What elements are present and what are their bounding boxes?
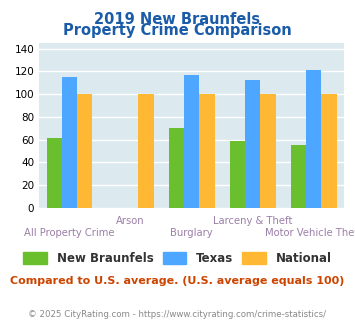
Text: Property Crime Comparison: Property Crime Comparison bbox=[63, 23, 292, 38]
Bar bbox=[138, 94, 153, 208]
Bar bbox=[322, 94, 337, 208]
Bar bbox=[62, 77, 77, 208]
Bar bbox=[200, 94, 214, 208]
Text: Burglary: Burglary bbox=[170, 228, 213, 238]
Text: Larceny & Theft: Larceny & Theft bbox=[213, 216, 293, 226]
Bar bbox=[230, 141, 245, 208]
Bar bbox=[184, 75, 200, 208]
Legend: New Braunfels, Texas, National: New Braunfels, Texas, National bbox=[19, 248, 336, 270]
Bar bbox=[261, 94, 275, 208]
Bar bbox=[47, 139, 62, 208]
Text: Motor Vehicle Theft: Motor Vehicle Theft bbox=[266, 228, 355, 238]
Text: © 2025 CityRating.com - https://www.cityrating.com/crime-statistics/: © 2025 CityRating.com - https://www.city… bbox=[28, 310, 327, 319]
Bar bbox=[291, 145, 306, 208]
Bar bbox=[245, 81, 261, 208]
Text: Compared to U.S. average. (U.S. average equals 100): Compared to U.S. average. (U.S. average … bbox=[10, 276, 345, 286]
Bar bbox=[169, 128, 184, 208]
Bar bbox=[77, 94, 92, 208]
Text: 2019 New Braunfels: 2019 New Braunfels bbox=[94, 12, 261, 27]
Bar bbox=[306, 70, 322, 208]
Text: Arson: Arson bbox=[116, 216, 145, 226]
Text: All Property Crime: All Property Crime bbox=[24, 228, 115, 238]
